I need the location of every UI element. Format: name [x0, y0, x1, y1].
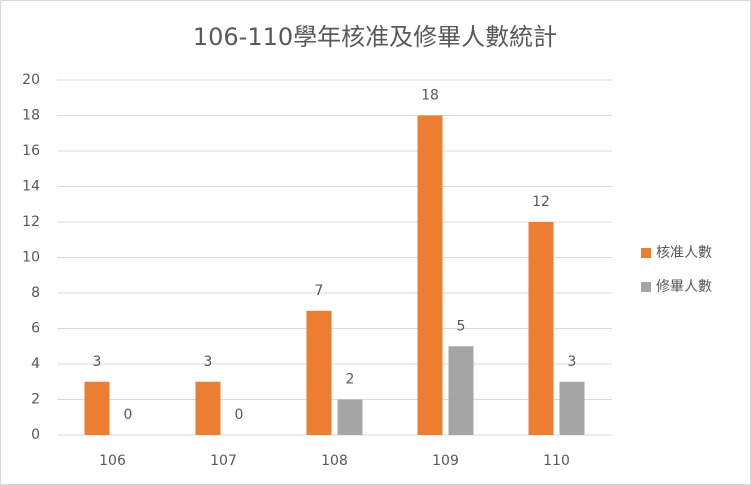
y-tick-label: 10: [22, 250, 40, 266]
bar: [528, 222, 554, 435]
bar: [448, 346, 474, 435]
y-tick-label: 4: [31, 356, 40, 372]
bar: [306, 310, 332, 435]
legend-label: 核准人數: [656, 245, 712, 261]
legend-swatch: [641, 248, 651, 258]
y-tick-label: 8: [31, 285, 40, 301]
data-label: 0: [235, 407, 244, 423]
bar: [559, 381, 585, 435]
data-label: 2: [346, 372, 355, 388]
bar: [195, 381, 221, 435]
y-tick-label: 20: [22, 72, 40, 88]
y-tick-label: 14: [22, 179, 40, 195]
data-label: 5: [457, 318, 466, 334]
y-tick-label: 16: [22, 143, 40, 159]
x-tick-label: 110: [543, 453, 570, 469]
bar: [84, 381, 110, 435]
y-tick-label: 6: [31, 321, 40, 337]
data-label: 7: [315, 283, 324, 299]
chart-title: 106-110學年核准及修畢人數統計: [193, 23, 557, 51]
y-tick-label: 2: [31, 392, 40, 408]
y-tick-label: 12: [22, 214, 40, 230]
data-label: 3: [93, 354, 102, 370]
y-tick-label: 18: [22, 108, 40, 124]
y-tick-label: 0: [31, 427, 40, 443]
bar: [337, 399, 363, 435]
data-label: 3: [568, 354, 577, 370]
data-label: 12: [532, 194, 550, 210]
x-tick-label: 108: [321, 453, 348, 469]
bar: [417, 115, 443, 435]
x-tick-label: 109: [432, 453, 459, 469]
data-label: 3: [204, 354, 213, 370]
legend-swatch: [641, 282, 651, 292]
x-tick-label: 107: [210, 453, 237, 469]
data-label: 18: [421, 88, 439, 104]
data-label: 0: [124, 407, 133, 423]
legend-label: 修畢人數: [656, 279, 712, 295]
x-tick-label: 106: [99, 453, 126, 469]
